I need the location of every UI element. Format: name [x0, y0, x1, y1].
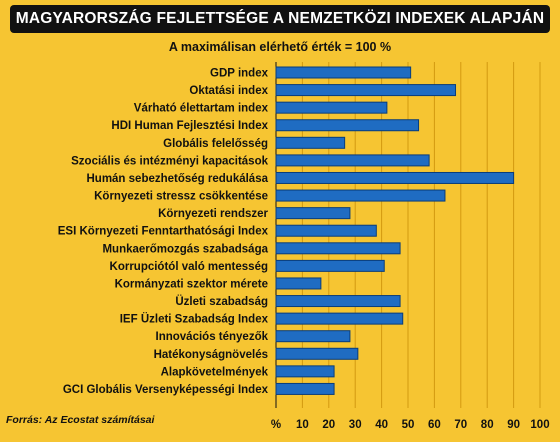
category-label: Humán sebezhetőség redukálása	[86, 173, 268, 185]
chart-title: MAGYARORSZÁG FEJLETTSÉGE A NEMZETKÖZI IN…	[15, 10, 545, 27]
bar	[275, 189, 446, 202]
bar	[275, 277, 322, 290]
bar	[275, 295, 401, 308]
x-tick-label: 40	[375, 419, 388, 431]
category-label: Oktatási index	[189, 85, 268, 97]
bar	[275, 259, 385, 272]
x-tick-label: 100	[530, 419, 549, 431]
x-unit-label: %	[271, 419, 281, 431]
x-tick-label: 30	[349, 419, 362, 431]
bar	[275, 312, 404, 325]
category-label: Munkaerőmozgás szabadsága	[102, 243, 268, 255]
category-label: Környezeti stressz csökkentése	[94, 191, 268, 203]
bar	[275, 382, 335, 395]
category-label: Korrupciótól való mentesség	[110, 261, 268, 273]
x-tick-label: 50	[402, 419, 415, 431]
category-label: GDP index	[210, 68, 269, 80]
bar	[275, 365, 335, 378]
title-bar: MAGYARORSZÁG FEJLETTSÉGE A NEMZETKÖZI IN…	[10, 5, 550, 33]
x-tick-label: 60	[428, 419, 441, 431]
bar	[275, 207, 351, 220]
category-label: Hatékonyságnövelés	[154, 349, 268, 361]
chart-subtitle: A maximálisan elérhető érték = 100 %	[168, 40, 392, 54]
bar	[275, 84, 457, 97]
x-tick-label: 80	[481, 419, 494, 431]
bar	[275, 347, 359, 360]
bar	[275, 171, 515, 184]
category-label: Üzleti szabadság	[175, 295, 268, 308]
bar	[275, 242, 401, 255]
bar	[275, 66, 412, 79]
category-label: GCI Globális Versenyképességi Index	[63, 384, 269, 396]
bar	[275, 119, 420, 132]
category-label: IEF Üzleti Szabadság Index	[120, 313, 269, 326]
category-label: Szociális és intézményi kapacitások	[71, 155, 268, 167]
category-label: Környezeti rendszer	[158, 208, 268, 220]
x-tick-label: 20	[322, 419, 335, 431]
category-label: HDI Human Fejlesztési Index	[111, 120, 268, 132]
category-label: Várható élettartam index	[134, 103, 269, 115]
category-label: Kormányzati szektor mérete	[115, 278, 268, 290]
category-label: Innovációs tényezők	[156, 331, 269, 343]
bar	[275, 101, 388, 114]
category-label: Globális felelősség	[163, 138, 268, 150]
bar	[275, 136, 346, 149]
category-label: ESI Környezeti Fenntarthatósági Index	[58, 226, 269, 238]
x-tick-label: 70	[454, 419, 467, 431]
category-label: Alapkövetelmények	[161, 366, 269, 378]
bar	[275, 224, 377, 237]
x-tick-label: 90	[507, 419, 520, 431]
source-note: Forrás: Az Ecostat számításai	[6, 414, 155, 426]
bar	[275, 154, 430, 167]
x-tick-label: 10	[296, 419, 309, 431]
bar	[275, 330, 351, 343]
